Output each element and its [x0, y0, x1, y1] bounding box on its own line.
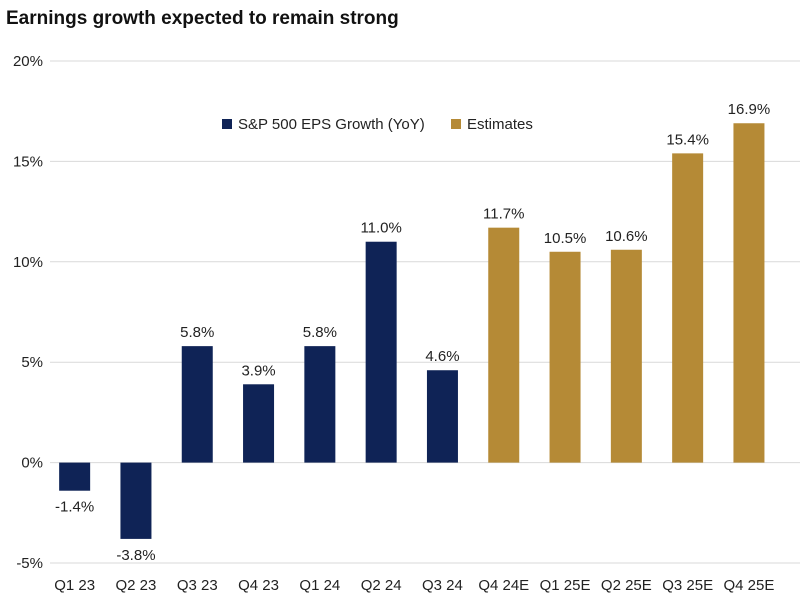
data-label: 15.4% [666, 131, 709, 148]
data-label: 11.0% [360, 220, 401, 237]
bar-q1-25e [549, 251, 581, 463]
data-label: 16.9% [728, 101, 771, 118]
y-tick-label: 20% [13, 53, 43, 70]
bar-q3-23 [181, 346, 213, 463]
x-tick-label: Q4 24E [478, 577, 529, 594]
bar-q4-25e [733, 123, 765, 463]
x-tick-label: Q1 25E [540, 577, 591, 594]
x-tick-label: Q4 23 [238, 577, 279, 594]
data-label: 10.5% [544, 230, 587, 247]
x-tick-label: Q3 25E [662, 577, 713, 594]
bar-q2-23 [120, 462, 152, 539]
x-tick-label: Q2 23 [116, 577, 157, 594]
legend-swatch [222, 119, 232, 129]
legend-swatch [451, 119, 461, 129]
x-tick-label: Q1 24 [299, 577, 340, 594]
y-tick-label: 10% [13, 254, 43, 271]
bar-q1-23 [59, 462, 91, 491]
bar-q3-24 [426, 370, 458, 463]
bar-q3-25e [672, 153, 704, 463]
bar-q4-24e [488, 227, 520, 463]
data-label: 11.7% [483, 206, 524, 223]
bar-q4-23 [243, 384, 275, 463]
x-axis-tick-labels: Q1 23 Q2 23 Q3 23 Q4 23 Q1 24 Q2 24 Q3 24 Q4 24… [54, 577, 774, 594]
bar-q2-24 [365, 241, 397, 463]
data-label: 5.8% [180, 324, 214, 341]
x-tick-label: Q4 25E [724, 577, 775, 594]
data-label: 5.8% [303, 324, 337, 341]
legend-label: Estimates [467, 116, 533, 133]
data-labels: -1.4% -3.8% 5.8% 3.9% 5.8% 11.0% 4.6% 11.7% 10.5… [55, 101, 770, 564]
data-label: 3.9% [241, 362, 275, 379]
data-label: 10.6% [605, 228, 648, 245]
y-axis-tick-labels: -5% 0% 5% 10% 15% 20% [13, 53, 43, 572]
x-tick-label: Q1 23 [54, 577, 95, 594]
bar-q2-25e [610, 249, 642, 463]
bar-q1-24 [304, 346, 336, 463]
chart-title: Earnings growth expected to remain stron… [6, 8, 399, 29]
y-tick-label: 5% [21, 354, 43, 371]
x-tick-label: Q2 24 [361, 577, 402, 594]
bars [59, 123, 765, 539]
data-label: -3.8% [116, 547, 155, 564]
data-label: 4.6% [425, 348, 459, 365]
x-tick-label: Q2 25E [601, 577, 652, 594]
y-tick-label: 15% [13, 153, 43, 170]
x-tick-label: Q3 23 [177, 577, 218, 594]
data-label: -1.4% [55, 499, 94, 516]
y-tick-label: -5% [16, 555, 43, 572]
y-tick-label: 0% [21, 455, 43, 472]
x-tick-label: Q3 24 [422, 577, 463, 594]
legend-label: S&P 500 EPS Growth (YoY) [238, 116, 425, 133]
legend: S&P 500 EPS Growth (YoY) Estimates [222, 116, 533, 133]
